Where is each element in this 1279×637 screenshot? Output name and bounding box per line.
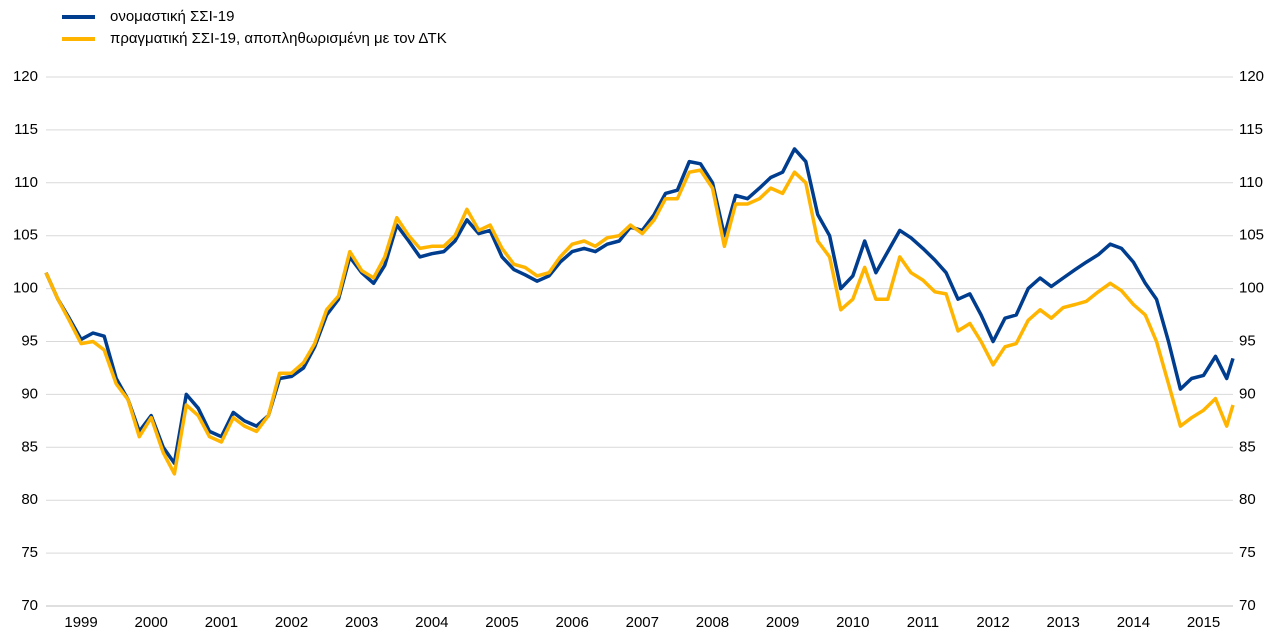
y-tick-label: 90 bbox=[21, 385, 38, 402]
y-tick-label: 80 bbox=[21, 491, 38, 508]
legend-label: ονομαστική ΣΣΙ-19 bbox=[110, 8, 234, 25]
y2-tick-label: 110 bbox=[1239, 174, 1263, 191]
x-tick-label: 2012 bbox=[976, 614, 1009, 631]
x-tick-label: 2013 bbox=[1047, 614, 1080, 631]
x-tick-label: 2000 bbox=[135, 614, 168, 631]
x-tick-label: 2015 bbox=[1187, 614, 1220, 631]
y-tick-label: 115 bbox=[14, 121, 38, 138]
y2-tick-label: 115 bbox=[1239, 121, 1263, 138]
y-tick-label: 85 bbox=[21, 438, 38, 455]
y-tick-label: 95 bbox=[21, 332, 38, 349]
legend-label: πραγματική ΣΣΙ-19, αποπληθωρισμένη με το… bbox=[110, 30, 447, 47]
x-tick-label: 2009 bbox=[766, 614, 799, 631]
y2-tick-label: 105 bbox=[1239, 227, 1264, 244]
series-line bbox=[44, 147, 1235, 465]
y2-tick-label: 90 bbox=[1239, 385, 1256, 402]
y2-tick-label: 80 bbox=[1239, 491, 1256, 508]
y2-tick-label: 100 bbox=[1239, 280, 1264, 297]
y-tick-label: 70 bbox=[21, 597, 38, 614]
x-tick-label: 2010 bbox=[836, 614, 869, 631]
x-tick-label: 2011 bbox=[907, 614, 939, 631]
x-tick-label: 2006 bbox=[555, 614, 588, 631]
x-tick-label: 2008 bbox=[696, 614, 729, 631]
x-tick-label: 2004 bbox=[415, 614, 448, 631]
y-tick-label: 110 bbox=[14, 174, 38, 191]
y2-tick-label: 120 bbox=[1239, 68, 1264, 85]
x-tick-label: 2014 bbox=[1117, 614, 1150, 631]
y2-tick-label: 95 bbox=[1239, 332, 1256, 349]
y2-tick-label: 85 bbox=[1239, 438, 1256, 455]
y-tick-label: 120 bbox=[13, 68, 38, 85]
y-tick-label: 105 bbox=[13, 227, 38, 244]
y-tick-label: 100 bbox=[13, 280, 38, 297]
x-tick-label: 2003 bbox=[345, 614, 378, 631]
x-tick-label: 2007 bbox=[626, 614, 659, 631]
x-tick-label: 2005 bbox=[485, 614, 518, 631]
x-tick-label: 2001 bbox=[205, 614, 238, 631]
series-line bbox=[44, 168, 1235, 476]
y2-tick-label: 70 bbox=[1239, 597, 1256, 614]
x-tick-label: 1999 bbox=[64, 614, 97, 631]
y-tick-label: 75 bbox=[21, 544, 38, 561]
y2-tick-label: 75 bbox=[1239, 544, 1256, 561]
x-tick-label: 2002 bbox=[275, 614, 308, 631]
